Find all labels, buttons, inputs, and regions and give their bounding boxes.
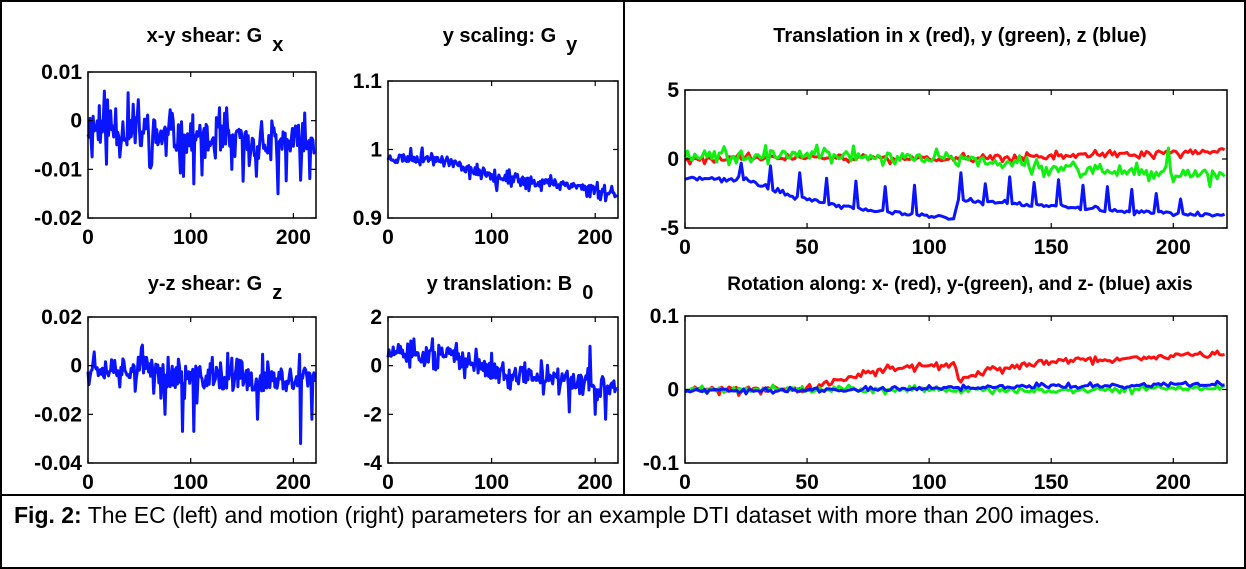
chart-trans: Translation in x (red), y (green), z (bl… — [660, 25, 1228, 259]
x-tick-label: 100 — [474, 226, 509, 249]
y-tick-label: 0.02 — [41, 306, 82, 329]
caption-text: The EC (left) and motion (right) paramet… — [87, 502, 1101, 528]
x-tick-label: 50 — [795, 471, 818, 494]
y-tick-label: 2 — [370, 306, 382, 329]
chart-title-subscript: z — [272, 282, 282, 304]
y-tick-label: 0 — [667, 148, 679, 171]
x-tick-label: 200 — [1156, 236, 1191, 259]
y-tick-label: -0.02 — [34, 403, 82, 426]
chart-title-subscript: y — [566, 34, 578, 56]
x-tick-label: 50 — [795, 236, 818, 259]
y-tick-label: -5 — [660, 217, 679, 240]
y-tick-label: 0.01 — [41, 61, 82, 84]
y-tick-label: 0.9 — [353, 207, 382, 230]
series-line-blue — [86, 343, 317, 445]
series-line-blue — [684, 161, 1226, 221]
x-tick-label: 100 — [173, 226, 208, 249]
chart-title: Rotation along: x- (red), y-(green), and… — [727, 274, 1193, 295]
x-tick-label: 0 — [679, 471, 691, 494]
figure-caption: Fig. 2: The EC (left) and motion (right)… — [8, 497, 1234, 563]
x-tick-label: 200 — [578, 471, 613, 494]
y-tick-label: -0.1 — [643, 452, 680, 475]
x-tick-label: 0 — [82, 226, 94, 249]
chart-title: Translation in x (red), y (green), z (bl… — [773, 25, 1146, 47]
x-tick-label: 200 — [1156, 471, 1191, 494]
x-tick-label: 0 — [382, 471, 394, 494]
y-tick-label: -0.01 — [34, 158, 82, 181]
y-tick-label: 0 — [70, 110, 82, 133]
chart-title-subscript: 0 — [582, 282, 593, 304]
y-tick-label: 0.1 — [650, 305, 680, 328]
x-tick-label: 150 — [1034, 471, 1069, 494]
y-tick-label: 1 — [370, 139, 382, 162]
y-tick-label: 0 — [70, 355, 82, 378]
caption-label: Fig. 2: — [14, 502, 82, 528]
x-tick-label: 100 — [912, 471, 947, 494]
axes-box — [387, 316, 619, 464]
x-tick-label: 100 — [474, 471, 509, 494]
y-tick-label: 5 — [667, 79, 679, 102]
series-line-blue — [684, 379, 1225, 396]
axes-box — [87, 316, 317, 464]
y-tick-label: -2 — [363, 403, 382, 426]
y-tick-label: -0.04 — [34, 452, 82, 475]
series-line-blue — [386, 146, 619, 203]
x-tick-label: 200 — [276, 471, 311, 494]
x-tick-label: 200 — [276, 226, 311, 249]
y-tick-label: 0 — [667, 379, 679, 402]
x-tick-label: 100 — [912, 236, 947, 259]
chart-title-subscript: x — [272, 34, 283, 56]
y-tick-label: 1.1 — [353, 70, 383, 93]
y-tick-label: -0.02 — [34, 207, 82, 230]
y-tick-label: -4 — [363, 452, 382, 475]
x-tick-label: 200 — [578, 226, 613, 249]
series-line-blue — [86, 89, 316, 196]
x-tick-label: 0 — [382, 226, 394, 249]
series-line-blue — [386, 337, 618, 421]
series-line-green — [684, 383, 1225, 396]
x-tick-label: 0 — [679, 236, 691, 259]
chart-rot: Rotation along: x- (red), y-(green), and… — [643, 274, 1228, 494]
y-tick-label: 0 — [370, 355, 382, 378]
x-tick-label: 0 — [82, 471, 94, 494]
x-tick-label: 100 — [173, 471, 208, 494]
axes-box — [87, 71, 317, 219]
x-tick-label: 150 — [1034, 236, 1069, 259]
series-line-green — [683, 143, 1226, 189]
